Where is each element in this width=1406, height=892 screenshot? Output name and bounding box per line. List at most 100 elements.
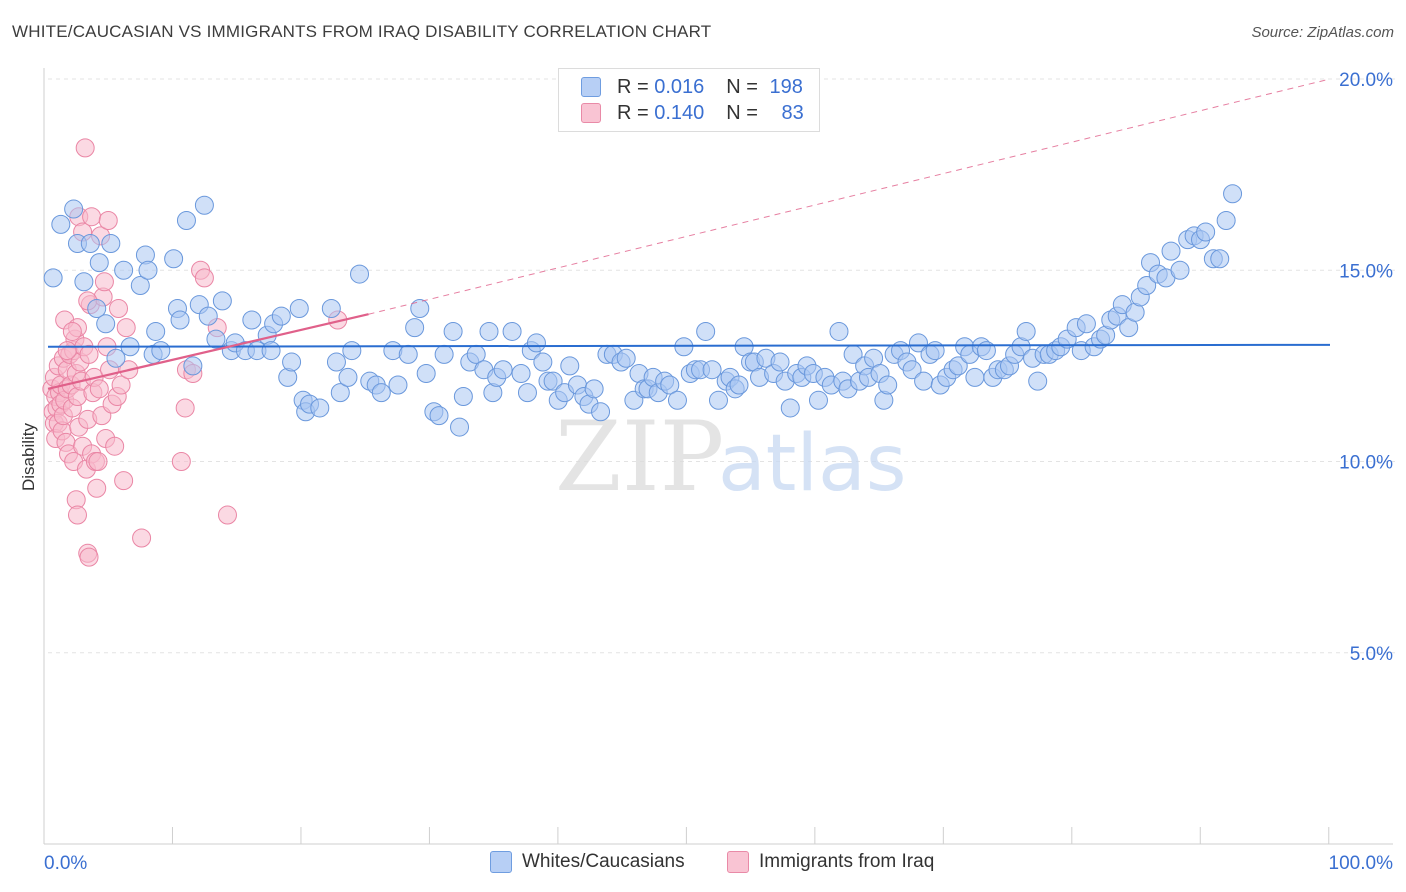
watermark-atlas: atlas [718,419,907,509]
iraq-point [57,341,77,361]
whites-point [584,379,604,399]
iraq-point [62,321,82,341]
whites-point [242,310,262,330]
whites-point [780,398,800,418]
whites-point [543,371,563,391]
bottom-legend-label-whites: Whites/Caucasians [522,851,685,872]
whites-point [591,402,611,422]
whites-point [350,264,370,284]
whites-point [183,356,203,376]
series-whites-points [43,184,1243,437]
whites-point [808,390,828,410]
whites-point [261,341,281,361]
legend-swatch-blue [581,77,601,97]
whites-point [342,341,362,361]
whites-point [453,386,473,406]
bottom-legend-swatch-blue [490,851,512,873]
whites-point [1016,321,1036,341]
iraq-point [111,375,131,395]
whites-point [1196,222,1216,242]
y-tick-labels: 5.0% 10.0% 15.0% 20.0% [1339,70,1393,665]
iraq-trend-line [47,313,369,390]
iraq-point [171,452,191,471]
y-tick-label: 15.0% [1339,261,1393,282]
correlation-legend: R = 0.016 N = 198 R = 0.140 N = 83 [558,68,820,132]
iraq-point [116,318,136,338]
whites-point [130,276,150,296]
whites-point [479,321,499,341]
bottom-legend-label-iraq: Immigrants from Iraq [759,851,935,872]
legend-n-label: N = [726,75,758,98]
whites-point [976,341,996,361]
legend-r-value: 0.016 [654,75,705,98]
whites-point [194,195,214,215]
iraq-point [105,436,125,456]
whites-point [729,375,749,395]
iraq-point [132,528,152,548]
whites-point [64,199,84,219]
whites-point [212,291,232,311]
whites-point [502,321,522,341]
whites-point [1210,249,1230,269]
whites-point [1216,211,1236,231]
legend-row-iraq: R = 0.140 N = 83 [581,100,804,126]
whites-point [330,383,350,403]
whites-point [925,341,945,361]
whites-point [96,314,116,334]
whites-point [271,306,291,326]
whites-point [198,306,218,326]
legend-row-whites: R = 0.016 N = 198 [581,74,803,100]
whites-trend-line [47,343,1331,348]
iraq-point [79,344,99,364]
series-iraq-points [42,138,348,567]
iraq-point [87,478,107,498]
whites-point [289,299,309,318]
legend-r-label: R = [617,75,649,98]
whites-point [114,260,134,280]
x-tick-label-left: 0.0% [44,853,87,874]
whites-point [696,321,716,341]
iraq-point [175,398,195,418]
whites-point [1170,260,1190,280]
watermark-zip: ZIP [555,401,724,513]
whites-point [51,214,71,234]
iraq-point [88,452,108,471]
whites-point [443,321,463,341]
whites-point [434,344,454,364]
chart-title: WHITE/CAUCASIAN VS IMMIGRANTS FROM IRAQ … [12,22,712,41]
whites-point [338,367,358,387]
iraq-point [67,505,87,525]
whites-point [405,318,425,338]
iraq-point [114,471,134,491]
whites-point [106,348,126,368]
whites-point [1161,241,1181,261]
whites-point [398,344,418,364]
whites-point [429,406,449,426]
y-tick-label: 10.0% [1339,453,1393,474]
whites-point [89,253,109,273]
whites-point [80,233,100,253]
bottom-legend-whites: Whites/Caucasians [490,851,685,873]
iraq-point [98,211,118,231]
trend-lines [47,78,1331,390]
whites-point [560,356,580,376]
whites-point [660,375,680,395]
whites-point [914,371,934,391]
iraq-point [82,207,102,227]
legend-n-value: 198 [769,75,803,98]
x-tick-label-right: 100.0% [1329,853,1394,874]
source-label: Source: ZipAtlas.com [1251,24,1394,41]
legend-swatch-pink [581,103,601,123]
whites-point [101,233,121,253]
whites-point [511,364,531,384]
whites-point [517,383,537,403]
bottom-legend-swatch-pink [727,851,749,873]
whites-point [902,360,922,380]
whites-point [908,333,928,353]
whites-point [1223,184,1243,204]
y-tick-label: 20.0% [1339,70,1393,91]
whites-point [702,360,722,380]
y-tick-label: 5.0% [1350,644,1393,665]
whites-point [164,249,184,269]
